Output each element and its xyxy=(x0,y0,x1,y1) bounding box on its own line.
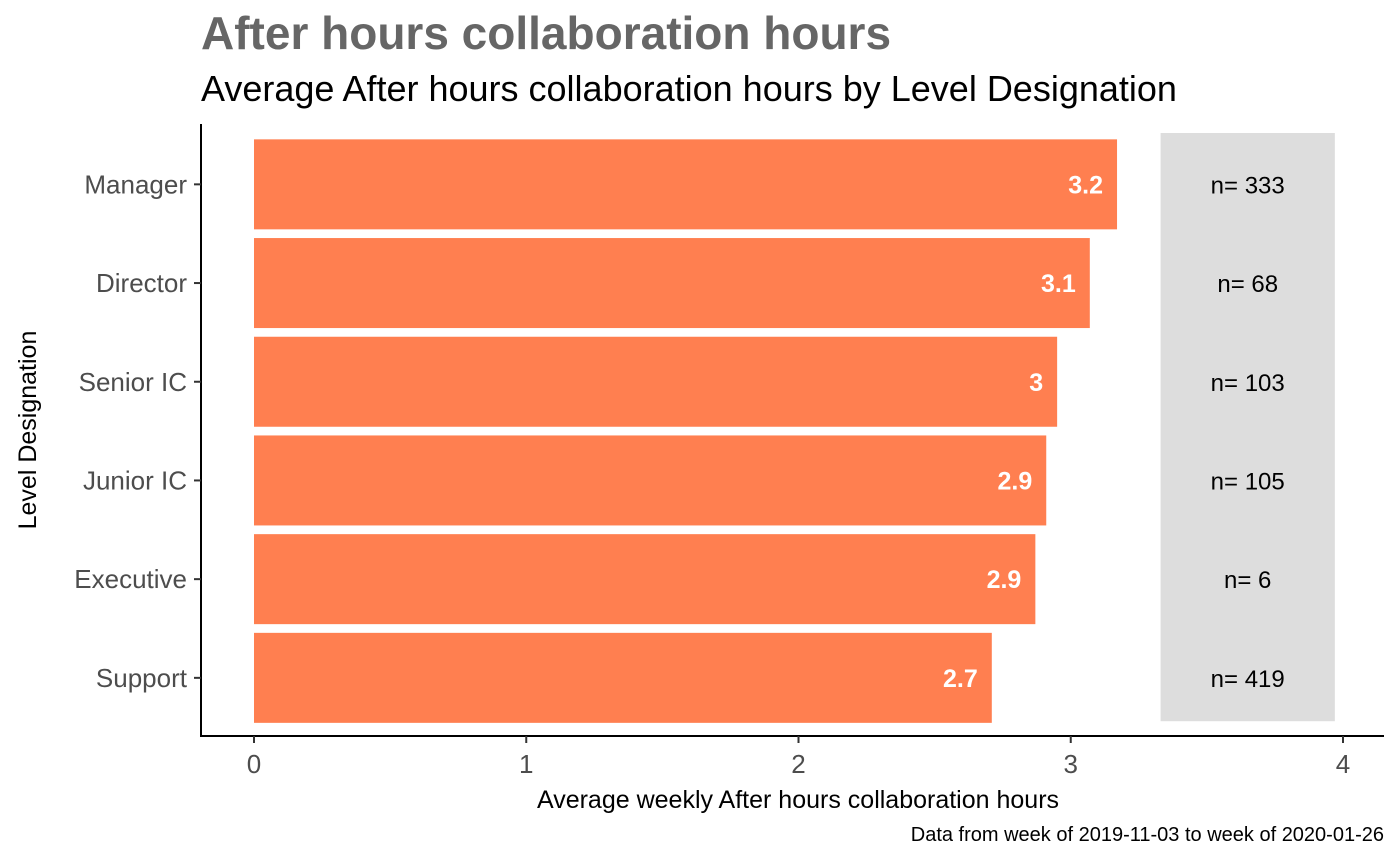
y-tick-label: Support xyxy=(96,663,188,693)
x-tick-label: 3 xyxy=(1064,749,1078,779)
bar-value-label: 3.1 xyxy=(1041,270,1076,298)
y-axis-title: Level Designation xyxy=(14,331,42,530)
n-count-label: n= 419 xyxy=(1211,666,1285,693)
x-axis-title: Average weekly After hours collaboration… xyxy=(537,786,1059,814)
y-tick-label: Junior IC xyxy=(83,465,187,495)
x-tick-label: 4 xyxy=(1336,749,1350,779)
n-count-label: n= 103 xyxy=(1211,370,1285,397)
y-tick-label: Executive xyxy=(74,564,187,594)
bar xyxy=(254,632,992,723)
bar-value-label: 2.7 xyxy=(943,665,978,693)
chart-title: After hours collaboration hours xyxy=(201,7,892,59)
bar-value-label: 2.9 xyxy=(997,467,1032,495)
bar-value-label: 2.9 xyxy=(987,566,1022,594)
x-tick-label: 2 xyxy=(791,749,805,779)
y-tick-label: Manager xyxy=(84,169,187,199)
chart-subtitle: Average After hours collaboration hours … xyxy=(201,68,1177,109)
x-tick-label: 1 xyxy=(519,749,533,779)
bar xyxy=(254,238,1090,329)
n-count-label: n= 6 xyxy=(1224,567,1271,594)
n-count-label: n= 105 xyxy=(1211,468,1285,495)
y-tick-label: Senior IC xyxy=(79,367,187,397)
n-count-label: n= 68 xyxy=(1217,271,1278,298)
n-panel xyxy=(1160,133,1335,722)
bar-value-label: 3.2 xyxy=(1068,171,1103,199)
chart-caption: Data from week of 2019-11-03 to week of … xyxy=(910,824,1384,846)
bar xyxy=(254,534,1036,625)
bar xyxy=(254,336,1058,427)
n-count-label: n= 333 xyxy=(1211,172,1285,199)
bar xyxy=(254,139,1118,230)
y-tick-label: Director xyxy=(96,268,187,298)
bar-value-label: 3 xyxy=(1029,369,1043,397)
x-tick-label: 0 xyxy=(247,749,261,779)
bar xyxy=(254,435,1047,526)
